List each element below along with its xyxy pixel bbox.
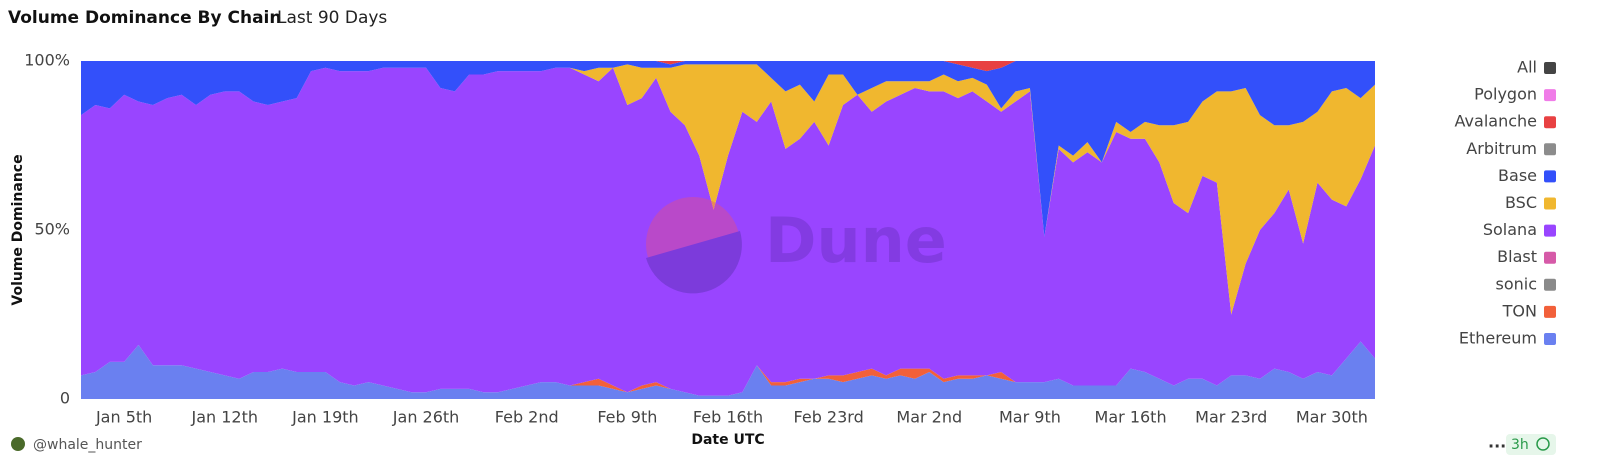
x-tick-label: Mar 30th — [1296, 408, 1368, 427]
legend-swatch — [1544, 251, 1556, 264]
watermark-circle-half — [646, 231, 742, 294]
author[interactable]: @whale_hunter — [33, 437, 142, 453]
legend-label: Ethereum — [1459, 329, 1537, 348]
legend-label: Blast — [1497, 247, 1537, 266]
area — [81, 61, 1375, 237]
x-tick-label: Mar 16th — [1095, 408, 1167, 427]
chart-title: Volume Dominance By Chain — [8, 8, 281, 28]
legend-swatch — [1544, 116, 1556, 129]
x-axis-title: Date UTC — [691, 432, 764, 448]
x-tick-label: Jan 26th — [392, 408, 460, 427]
x-tick-label: Mar 2nd — [896, 408, 962, 427]
legend-swatch — [1544, 278, 1556, 291]
x-tick-label: Jan 5th — [95, 408, 152, 427]
x-tick-label: Mar 23rd — [1195, 408, 1267, 427]
y-tick-label: 0 — [60, 389, 70, 408]
legend-label: Arbitrum — [1466, 139, 1537, 158]
legend-swatch — [1544, 305, 1556, 318]
area — [81, 64, 1375, 315]
watermark-logo — [646, 197, 742, 294]
y-axis-title: Volume Dominance — [10, 154, 26, 305]
x-tick-label: Jan 19th — [291, 408, 359, 427]
area — [81, 341, 1375, 399]
area — [81, 67, 1375, 396]
legend-label: Solana — [1483, 220, 1537, 239]
author-avatar — [11, 437, 25, 451]
legend-swatch — [1544, 143, 1556, 156]
menu-button[interactable]: ... — [1488, 433, 1506, 452]
legend-swatch — [1544, 170, 1556, 183]
legend-label: TON — [1502, 301, 1537, 320]
y-tick-label: 100% — [24, 51, 70, 70]
x-tick-label: Feb 9th — [597, 408, 657, 427]
legend-swatch — [1544, 224, 1556, 237]
x-tick-label: Feb 16th — [693, 408, 763, 427]
legend-label: Base — [1498, 166, 1537, 185]
x-tick-label: Feb 2nd — [495, 408, 559, 427]
legend-label: All — [1517, 58, 1537, 77]
watermark-circle — [646, 197, 740, 291]
legend-swatch — [1544, 197, 1556, 210]
legend-label: Avalanche — [1455, 112, 1537, 131]
chart-subtitle: Last 90 Days — [277, 8, 387, 28]
age-check — [1536, 437, 1550, 451]
age: 3h — [1511, 437, 1529, 453]
legend-label: sonic — [1495, 274, 1537, 293]
legend-swatch — [1544, 333, 1556, 345]
legend-swatch — [1544, 89, 1556, 102]
plot-area — [81, 61, 1375, 399]
legend-label: Polygon — [1474, 85, 1537, 104]
y-tick-label: 50% — [34, 220, 70, 239]
legend-label: BSC — [1505, 193, 1537, 212]
watermark: Dune — [765, 204, 947, 277]
x-tick-label: Mar 9th — [999, 408, 1061, 427]
x-tick-label: Jan 12th — [191, 408, 259, 427]
x-tick-label: Feb 23rd — [794, 408, 864, 427]
legend-swatch — [1544, 62, 1556, 74]
